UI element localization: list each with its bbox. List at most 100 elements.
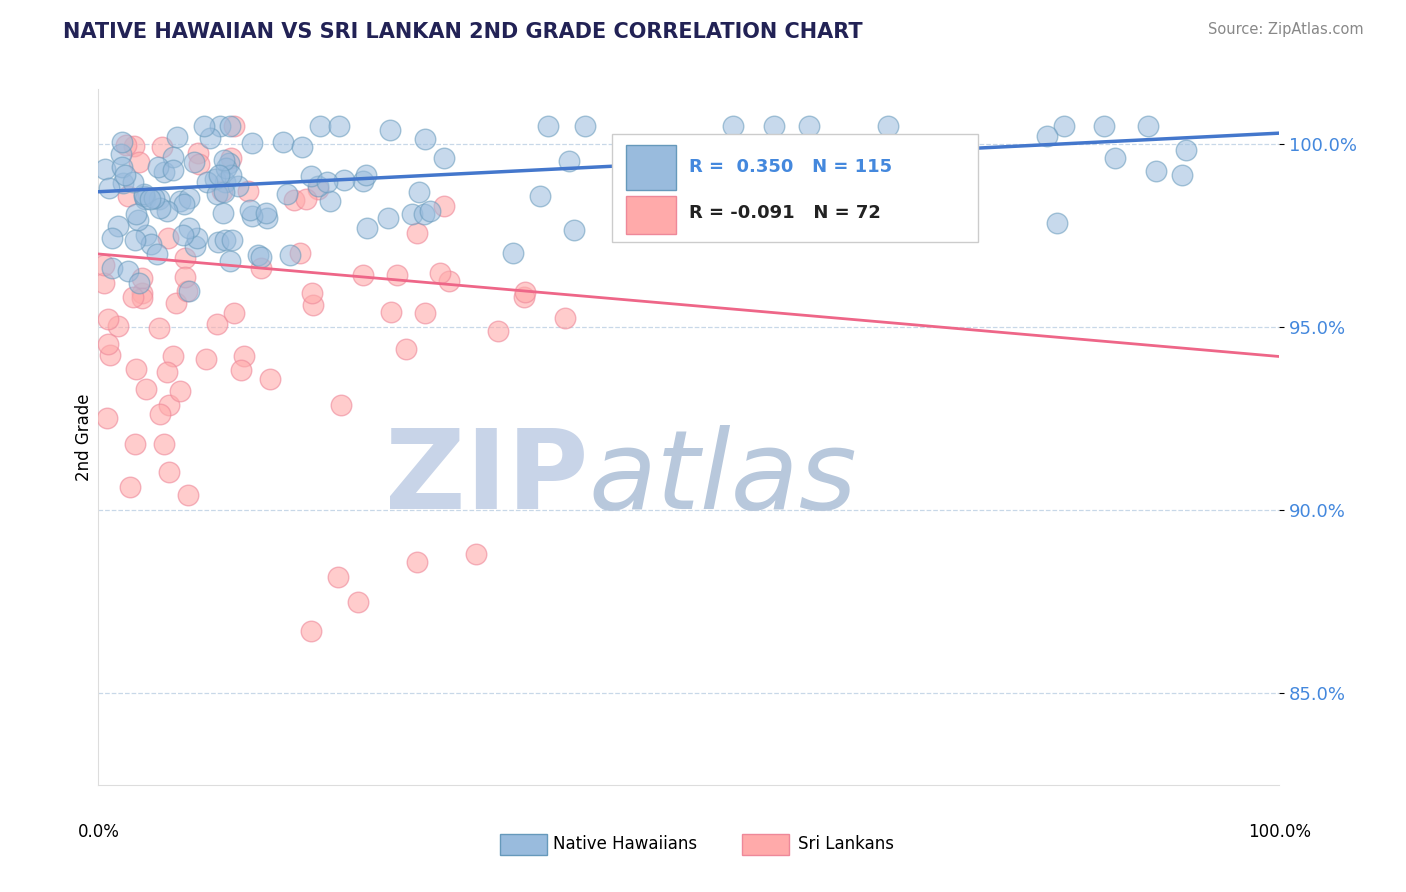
Text: Sri Lankans: Sri Lankans [797, 835, 894, 853]
Point [239, 202, 262, 217]
Point [195, 175, 218, 189]
Point [433, 199, 456, 213]
Point [307, 182, 329, 196]
Point [125, 362, 148, 376]
Point [433, 151, 456, 165]
Point [176, 285, 198, 299]
Point [877, 119, 900, 133]
Point [352, 268, 374, 282]
Point [846, 153, 869, 167]
Point [97, 311, 120, 326]
Point [169, 384, 191, 398]
Point [413, 306, 436, 320]
Point [395, 342, 418, 356]
Point [152, 165, 174, 179]
Bar [742, 834, 789, 855]
Point [177, 284, 200, 298]
Point [128, 276, 150, 290]
Point [557, 153, 579, 168]
Point [205, 317, 228, 331]
Point [329, 398, 352, 412]
Text: 0.0%: 0.0% [77, 823, 120, 841]
Point [162, 349, 184, 363]
Point [135, 382, 157, 396]
Point [380, 305, 402, 319]
Point [276, 187, 298, 202]
Text: R = -0.091   N = 72: R = -0.091 N = 72 [689, 204, 880, 222]
Point [142, 191, 165, 205]
Point [162, 163, 184, 178]
Point [249, 250, 271, 264]
Point [204, 172, 226, 186]
Point [114, 169, 136, 183]
Point [214, 175, 236, 189]
Point [333, 173, 356, 187]
Point [283, 193, 305, 207]
Point [299, 169, 322, 183]
Point [156, 365, 179, 379]
Bar [626, 195, 676, 234]
Point [413, 207, 436, 221]
Point [117, 263, 139, 277]
Point [214, 233, 236, 247]
Bar [501, 834, 547, 855]
Point [128, 155, 150, 169]
Point [187, 146, 209, 161]
Point [406, 555, 429, 569]
Point [1046, 216, 1069, 230]
Text: NATIVE HAWAIIAN VS SRI LANKAN 2ND GRADE CORRELATION CHART: NATIVE HAWAIIAN VS SRI LANKAN 2ND GRADE … [63, 22, 863, 42]
Point [134, 192, 156, 206]
Point [226, 179, 249, 194]
Point [96, 410, 118, 425]
Point [288, 245, 311, 260]
Point [439, 274, 461, 288]
Point [146, 247, 169, 261]
Point [328, 119, 350, 133]
Point [502, 245, 524, 260]
Point [529, 188, 551, 202]
Point [135, 227, 157, 242]
Point [110, 146, 132, 161]
Point [131, 286, 153, 301]
Point [148, 192, 170, 206]
Point [762, 119, 785, 133]
Point [211, 184, 233, 198]
Point [219, 168, 242, 182]
Text: atlas: atlas [589, 425, 858, 533]
Point [183, 238, 205, 252]
Point [1136, 119, 1159, 133]
Point [221, 234, 243, 248]
Point [212, 153, 235, 168]
Point [356, 220, 378, 235]
Point [121, 289, 143, 303]
Point [94, 162, 117, 177]
Point [1092, 119, 1115, 133]
Point [174, 270, 197, 285]
Point [236, 184, 259, 198]
Point [1036, 128, 1059, 143]
Point [377, 211, 399, 226]
Point [513, 285, 536, 299]
Point [115, 137, 138, 152]
Point [219, 119, 242, 133]
Point [111, 160, 134, 174]
Point [695, 198, 717, 212]
Point [309, 119, 332, 133]
Point [122, 139, 145, 153]
Point [413, 132, 436, 146]
Point [299, 624, 322, 639]
Point [212, 185, 235, 199]
Point [124, 437, 146, 451]
Point [224, 119, 246, 133]
Text: Source: ZipAtlas.com: Source: ZipAtlas.com [1208, 22, 1364, 37]
Point [169, 194, 191, 208]
Point [156, 204, 179, 219]
Point [721, 119, 744, 133]
Point [165, 296, 187, 310]
Point [101, 231, 124, 245]
Point [118, 480, 141, 494]
Point [1174, 143, 1197, 157]
Point [107, 318, 129, 333]
Point [208, 119, 231, 133]
Point [149, 407, 172, 421]
